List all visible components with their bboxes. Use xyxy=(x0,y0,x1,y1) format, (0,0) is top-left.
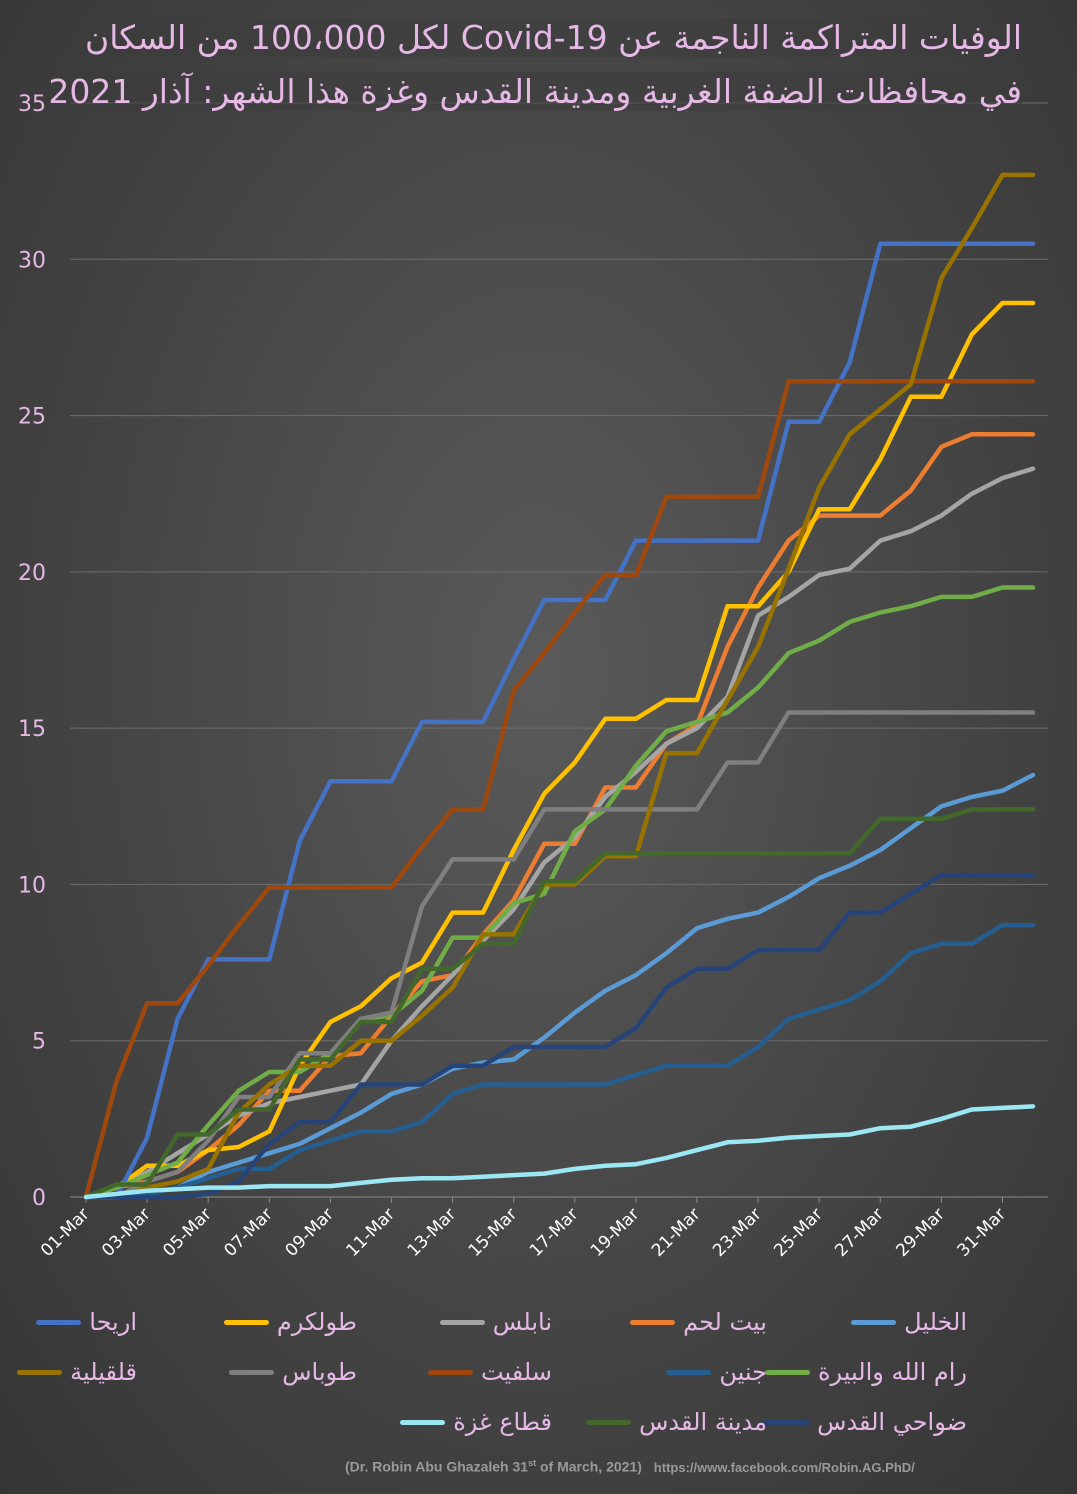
legend-swatch xyxy=(400,1419,446,1425)
legend-label: طولكرم xyxy=(276,1308,357,1336)
y-tick-label: 35 xyxy=(18,92,46,117)
legend-item: طولكرم xyxy=(223,1302,365,1342)
x-tick-label: 31-Mar xyxy=(954,1204,1010,1260)
chart-legend: الخليل بيت لحم نابلس طولكرم اريحا رام الله وا… xyxy=(0,1300,1077,1450)
series-line-0 xyxy=(83,772,1036,1200)
legend-swatch xyxy=(666,1369,712,1375)
series-line-8 xyxy=(83,710,1036,1200)
legend-item: طوباس xyxy=(229,1352,365,1392)
legend-swatch xyxy=(223,1319,269,1325)
series-line-7 xyxy=(83,378,1036,1200)
y-tick-label: 5 xyxy=(32,1030,46,1055)
series-line-1 xyxy=(83,432,1036,1200)
x-tick-label: 17-Mar xyxy=(526,1204,582,1260)
legend-item: سلفيت xyxy=(427,1352,560,1392)
legend-label: الخليل xyxy=(904,1308,967,1336)
legend-label: رام الله والبيرة xyxy=(817,1358,967,1386)
x-tick-label: 21-Mar xyxy=(648,1204,704,1260)
footer-author-tail: of March, 2021) xyxy=(536,1458,642,1475)
series-line-11 xyxy=(83,807,1036,1200)
x-tick-label: 15-Mar xyxy=(465,1204,521,1260)
legend-swatch xyxy=(17,1369,63,1375)
legend-label: جنين xyxy=(719,1358,767,1386)
legend-label: قلقيلية xyxy=(70,1358,137,1386)
footer-url[interactable]: https://www.facebook.com/Robin.AG.PhD/ xyxy=(653,1459,915,1475)
series-line-9 xyxy=(83,172,1036,1200)
series-line-5 xyxy=(83,585,1036,1200)
legend-label: طوباس xyxy=(282,1358,357,1386)
legend-item: الخليل xyxy=(851,1302,975,1342)
chart-title-line1: الوفيات المتراكمة الناجمة عن Covid-19 لك… xyxy=(84,18,1022,57)
legend-swatch xyxy=(630,1319,676,1325)
y-tick-label: 20 xyxy=(18,561,46,586)
legend-item: بيت لحم xyxy=(630,1302,775,1342)
series-line-12 xyxy=(83,1104,1036,1200)
legend-label: ضواحي القدس xyxy=(817,1408,967,1436)
legend-item: قلقيلية xyxy=(17,1352,145,1392)
legend-item: مدينة القدس xyxy=(586,1402,775,1442)
x-tick-label: 09-Mar xyxy=(281,1204,337,1260)
legend-swatch xyxy=(229,1369,275,1375)
legend-item: نابلس xyxy=(439,1302,560,1342)
footer-author: (Dr. Robin Abu Ghazaleh 31 xyxy=(345,1458,529,1475)
series-line-4 xyxy=(83,241,1036,1200)
x-tick-label: 25-Mar xyxy=(770,1204,826,1260)
y-tick-label: 30 xyxy=(18,248,46,273)
x-tick-label: 29-Mar xyxy=(892,1204,948,1260)
legend-label: مدينة القدس xyxy=(639,1408,767,1436)
legend-swatch xyxy=(851,1319,897,1325)
legend-item: ضواحي القدس xyxy=(764,1402,975,1442)
legend-label: اريحا xyxy=(89,1308,137,1336)
legend-swatch xyxy=(427,1369,473,1375)
legend-label: سلفيت xyxy=(480,1358,552,1386)
legend-item: اريحا xyxy=(36,1302,145,1342)
legend-swatch xyxy=(439,1319,485,1325)
series-line-2 xyxy=(83,466,1036,1200)
line-chart: 0 5 10 15 20 25 30 35 01-Mar 03-Mar 05-Mar 07-Mar 09… xyxy=(18,92,1048,1260)
y-tick-label: 0 xyxy=(32,1186,46,1211)
x-tick-label: 05-Mar xyxy=(159,1204,215,1260)
legend-item: جنين xyxy=(666,1352,775,1392)
footer-author-sup: st xyxy=(528,1458,537,1468)
series-line-10 xyxy=(83,872,1036,1200)
series-line-3 xyxy=(83,300,1036,1200)
x-tick-label: 19-Mar xyxy=(587,1204,643,1260)
legend-label: نابلس xyxy=(492,1308,552,1336)
x-tick-label: 01-Mar xyxy=(37,1204,93,1260)
y-tick-label: 10 xyxy=(18,873,46,898)
x-tick-label: 11-Mar xyxy=(343,1204,399,1260)
series-line-6 xyxy=(83,922,1036,1200)
chart-title-line2: في محافظات الضفة الغربية ومدينة القدس وغ… xyxy=(48,72,1022,111)
y-tick-label: 25 xyxy=(18,405,46,430)
legend-label: قطاع غزة xyxy=(453,1408,552,1436)
x-tick-label: 03-Mar xyxy=(98,1204,154,1260)
x-tick-label: 27-Mar xyxy=(831,1204,887,1260)
y-tick-label: 15 xyxy=(18,717,46,742)
x-tick-label: 23-Mar xyxy=(709,1204,765,1260)
legend-label: بيت لحم xyxy=(683,1308,767,1336)
legend-swatch xyxy=(764,1419,810,1425)
legend-item: قطاع غزة xyxy=(400,1402,560,1442)
x-tick-label: 13-Mar xyxy=(404,1204,460,1260)
legend-swatch xyxy=(764,1369,810,1375)
x-tick-label: 07-Mar xyxy=(220,1204,276,1260)
footer-credit: (Dr. Robin Abu Ghazaleh 31st of March, 2… xyxy=(345,1458,915,1475)
legend-swatch xyxy=(586,1419,632,1425)
legend-item: رام الله والبيرة xyxy=(764,1352,975,1392)
legend-swatch xyxy=(36,1319,82,1325)
